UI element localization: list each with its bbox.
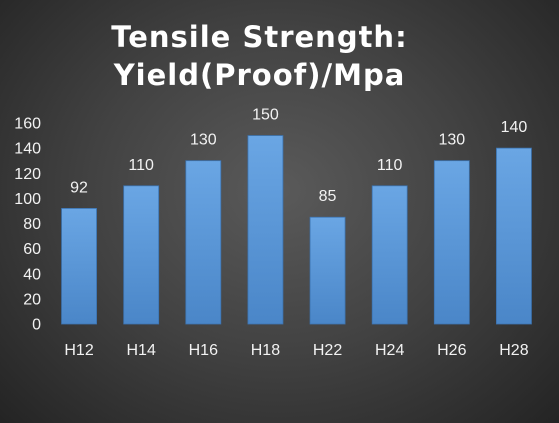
- x-tick-label-h26: H26: [437, 342, 466, 359]
- data-label-h14: 110: [128, 157, 154, 174]
- x-tick-label-h28: H28: [499, 342, 528, 359]
- x-tick-label-h14: H14: [127, 342, 156, 359]
- y-axis: 0 20 40 60 80 100 120 140 160: [14, 116, 41, 334]
- data-label-h28: 140: [501, 119, 528, 136]
- data-labels: 92 110 130 150 85 110 130 140: [70, 107, 527, 206]
- y-tick-label: 20: [23, 291, 41, 308]
- chart-title-line-2: Yield(Proof)/Mpa: [113, 58, 406, 92]
- x-tick-label-h24: H24: [375, 342, 404, 359]
- chart-title: Tensile Strength: Yield(Proof)/Mpa: [0, 18, 519, 94]
- bar-h28: [496, 147, 532, 325]
- data-label-h26: 130: [438, 132, 465, 149]
- bar-h22: [309, 216, 346, 325]
- data-label-h16: 130: [190, 132, 217, 149]
- bar-h14: [123, 185, 160, 325]
- bar-h16: [185, 160, 222, 325]
- y-tick-label: 160: [14, 116, 41, 133]
- y-tick-label: 40: [23, 266, 41, 283]
- x-tick-label-h22: H22: [313, 342, 342, 359]
- data-label-h22: 85: [319, 188, 337, 205]
- data-label-h12: 92: [70, 179, 88, 196]
- bar-h12: [61, 208, 97, 325]
- y-tick-label: 0: [32, 317, 41, 334]
- data-label-h24: 110: [377, 157, 403, 174]
- y-tick-label: 80: [23, 216, 41, 233]
- bars: [61, 135, 532, 325]
- bar-h18: [247, 135, 284, 325]
- x-tick-label-h12: H12: [64, 342, 93, 359]
- x-axis: H12 H14 H16 H18 H22 H24 H26 H28: [64, 342, 528, 359]
- bar-h26: [433, 160, 470, 325]
- x-tick-label-h18: H18: [251, 342, 280, 359]
- y-tick-label: 60: [23, 241, 41, 258]
- y-tick-label: 140: [14, 141, 41, 158]
- bar-h24: [371, 185, 408, 325]
- y-tick-label: 120: [14, 166, 41, 183]
- chart-title-line-1: Tensile Strength:: [111, 20, 408, 54]
- x-tick-label-h16: H16: [189, 342, 218, 359]
- y-tick-label: 100: [14, 191, 41, 208]
- data-label-h18: 150: [252, 107, 279, 124]
